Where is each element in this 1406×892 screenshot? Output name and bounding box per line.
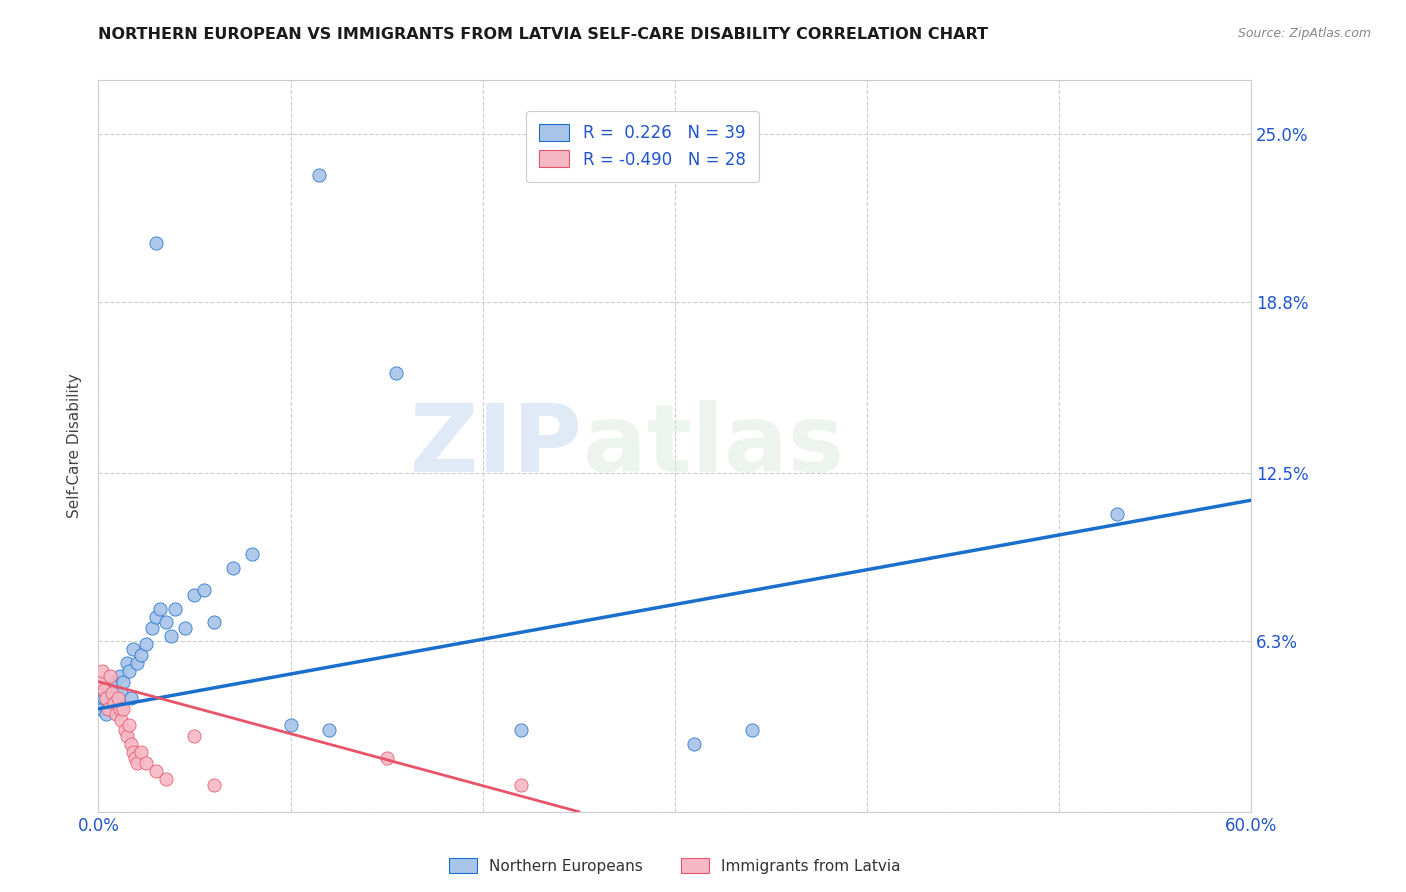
Point — [103, 674, 125, 689]
Point — [129, 745, 152, 759]
Point — [94, 690, 117, 705]
Point — [112, 702, 135, 716]
Point — [110, 685, 132, 699]
Point — [375, 750, 398, 764]
Point — [145, 609, 167, 624]
Point — [122, 745, 145, 759]
Point — [129, 648, 152, 662]
Point — [103, 697, 125, 711]
Point — [280, 718, 302, 732]
Point — [183, 729, 205, 743]
Point — [141, 620, 163, 634]
Point — [145, 764, 167, 778]
Point — [183, 588, 205, 602]
Point — [202, 778, 225, 792]
Point — [222, 561, 245, 575]
Point — [97, 702, 120, 716]
Point — [135, 756, 157, 770]
Point — [118, 664, 141, 678]
Point — [117, 656, 139, 670]
Point — [160, 629, 183, 643]
Point — [124, 750, 146, 764]
Point — [114, 723, 136, 738]
Point — [149, 601, 172, 615]
Point — [108, 669, 131, 683]
Point — [107, 690, 129, 705]
Point — [108, 702, 131, 716]
Point — [125, 656, 148, 670]
Point — [308, 168, 330, 182]
Point — [385, 366, 408, 380]
Point — [110, 713, 132, 727]
Point — [125, 756, 148, 770]
Legend: R =  0.226   N = 39, R = -0.490   N = 28: R = 0.226 N = 39, R = -0.490 N = 28 — [526, 111, 759, 182]
Point — [145, 235, 167, 250]
Point — [98, 669, 121, 683]
Point — [104, 707, 127, 722]
Y-axis label: Self-Care Disability: Self-Care Disability — [67, 374, 83, 518]
Point — [155, 615, 177, 629]
Point — [98, 702, 121, 716]
Point — [101, 685, 124, 699]
Point — [174, 620, 197, 634]
Text: NORTHERN EUROPEAN VS IMMIGRANTS FROM LATVIA SELF-CARE DISABILITY CORRELATION CHA: NORTHERN EUROPEAN VS IMMIGRANTS FROM LAT… — [98, 27, 988, 42]
Point — [91, 664, 114, 678]
Point — [193, 582, 215, 597]
Point — [683, 737, 706, 751]
Point — [117, 729, 139, 743]
Point — [240, 547, 263, 561]
Point — [165, 601, 187, 615]
Point — [118, 718, 141, 732]
Point — [1105, 507, 1128, 521]
Point — [741, 723, 763, 738]
Point — [510, 778, 533, 792]
Point — [135, 637, 157, 651]
Legend: Northern Europeans, Immigrants from Latvia: Northern Europeans, Immigrants from Latv… — [443, 852, 907, 880]
Point — [93, 690, 115, 705]
Point — [112, 674, 135, 689]
Point — [202, 615, 225, 629]
Point — [91, 702, 114, 716]
Point — [155, 772, 177, 787]
Point — [89, 674, 111, 689]
Point — [120, 737, 142, 751]
Point — [89, 697, 111, 711]
Point — [97, 682, 120, 697]
Point — [318, 723, 340, 738]
Point — [101, 690, 124, 705]
Text: atlas: atlas — [582, 400, 844, 492]
Point — [107, 702, 129, 716]
Point — [104, 697, 127, 711]
Text: Source: ZipAtlas.com: Source: ZipAtlas.com — [1237, 27, 1371, 40]
Text: ZIP: ZIP — [409, 400, 582, 492]
Point — [122, 642, 145, 657]
Point — [93, 682, 115, 697]
Point — [510, 723, 533, 738]
Point — [94, 707, 117, 722]
Point — [120, 690, 142, 705]
